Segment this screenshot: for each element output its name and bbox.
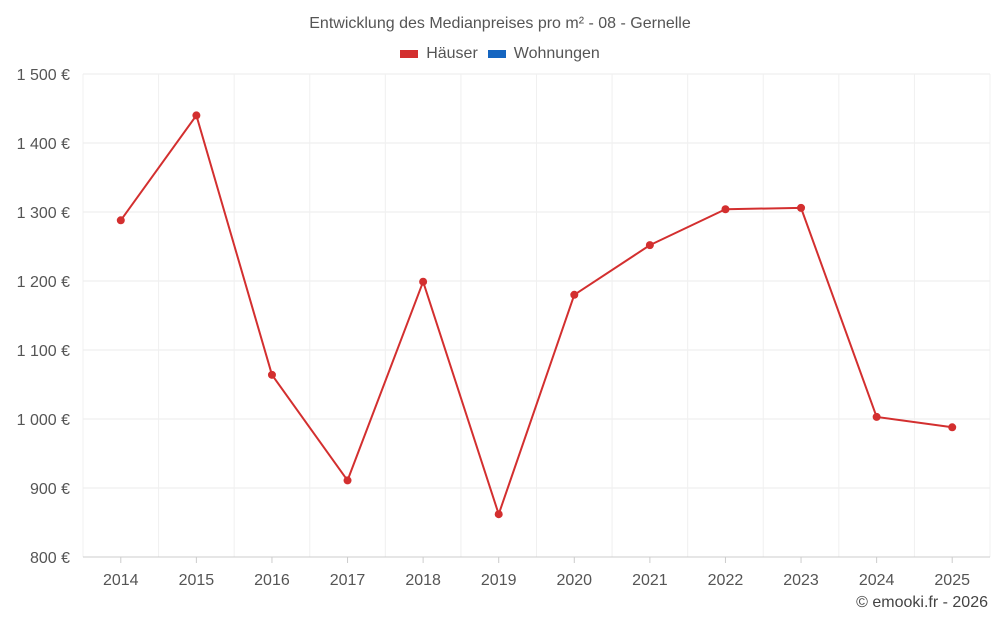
data-point-2021 (645, 241, 654, 250)
x-tick-label: 2015 (179, 572, 215, 589)
y-tick-label: 1 000 € (17, 412, 70, 429)
chart-title: Entwicklung des Medianpreises pro m² - 0… (309, 15, 691, 32)
x-tick-label: 2019 (481, 572, 517, 589)
y-tick-label: 800 € (30, 550, 70, 567)
y-tick-label: 1 500 € (17, 67, 70, 84)
x-tick-label: 2014 (103, 572, 139, 589)
x-tick-label: 2016 (254, 572, 290, 589)
y-axis: 800 € 900 € 1 000 € 1 100 € 1 200 € 1 300 € 1 … (17, 67, 70, 567)
x-axis: 2014 2015 2016 2017 2018 2019 2020 2021 2022 2023… (83, 556, 990, 589)
x-tick-label: 2021 (632, 572, 668, 589)
legend-item-wohnungen[interactable]: Wohnungen (487, 45, 600, 63)
chart-legend: Häuser Wohnungen (0, 45, 1000, 63)
series-line-0 (119, 114, 953, 516)
data-point-2022 (721, 205, 730, 214)
legend-item-haeuser[interactable]: Häuser (400, 45, 478, 63)
x-tick-label: 2018 (405, 572, 441, 589)
data-point-2020 (570, 290, 579, 299)
y-tick-label: 1 100 € (17, 343, 70, 360)
data-point-2014 (116, 216, 125, 225)
x-tick-label: 2022 (708, 572, 744, 589)
x-tick-label: 2024 (859, 572, 895, 589)
y-tick-label: 1 400 € (17, 136, 70, 153)
legend-label-haeuser: Häuser (426, 45, 478, 62)
y-tick-label: 1 200 € (17, 274, 70, 291)
x-tick-label: 2025 (934, 572, 970, 589)
x-tick-label: 2017 (330, 572, 366, 589)
data-point-2019 (494, 510, 503, 519)
data-point-2023 (797, 203, 806, 212)
series-layer (116, 111, 957, 519)
legend-label-wohnungen: Wohnungen (513, 45, 600, 62)
y-tick-label: 900 € (30, 481, 70, 498)
data-point-2024 (872, 412, 881, 421)
data-point-2018 (419, 277, 428, 286)
x-tick-label: 2020 (556, 572, 592, 589)
data-point-2016 (267, 370, 276, 379)
copyright-credit: © emooki.fr - 2026 (856, 594, 988, 611)
data-point-2025 (948, 423, 957, 432)
grid-lines (82, 73, 991, 558)
y-tick-label: 1 300 € (17, 205, 70, 222)
data-point-2015 (192, 111, 201, 120)
x-tick-label: 2023 (783, 572, 819, 589)
legend-swatch-wohnungen (487, 50, 506, 58)
legend-swatch-haeuser (400, 50, 419, 58)
data-point-2017 (343, 476, 352, 485)
